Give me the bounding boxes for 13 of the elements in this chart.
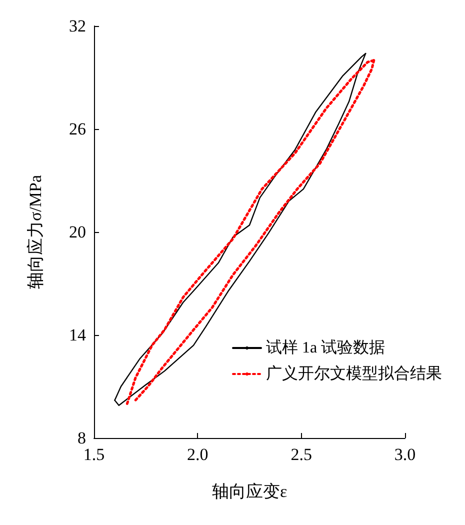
y-axis-title: 轴向应力σ/MPa bbox=[26, 174, 45, 290]
y-tick-label: 14 bbox=[69, 326, 86, 344]
y-tick-label: 20 bbox=[69, 222, 86, 242]
x-tick-label: 1.5 bbox=[83, 445, 105, 464]
x-tick-label: 2.0 bbox=[187, 445, 208, 464]
legend-label: 广义开尔文模型拟合结果 bbox=[266, 364, 442, 382]
y-tick-label: 32 bbox=[69, 16, 86, 36]
x-tick-label: 3.0 bbox=[394, 445, 416, 464]
x-axis-title: 轴向应变ε bbox=[212, 482, 288, 501]
y-tick-label: 26 bbox=[69, 120, 86, 138]
x-tick-label: 2.5 bbox=[290, 445, 312, 464]
y-tick-label: 8 bbox=[78, 428, 86, 448]
legend-label: 试样 1a 试验数据 bbox=[266, 338, 386, 356]
